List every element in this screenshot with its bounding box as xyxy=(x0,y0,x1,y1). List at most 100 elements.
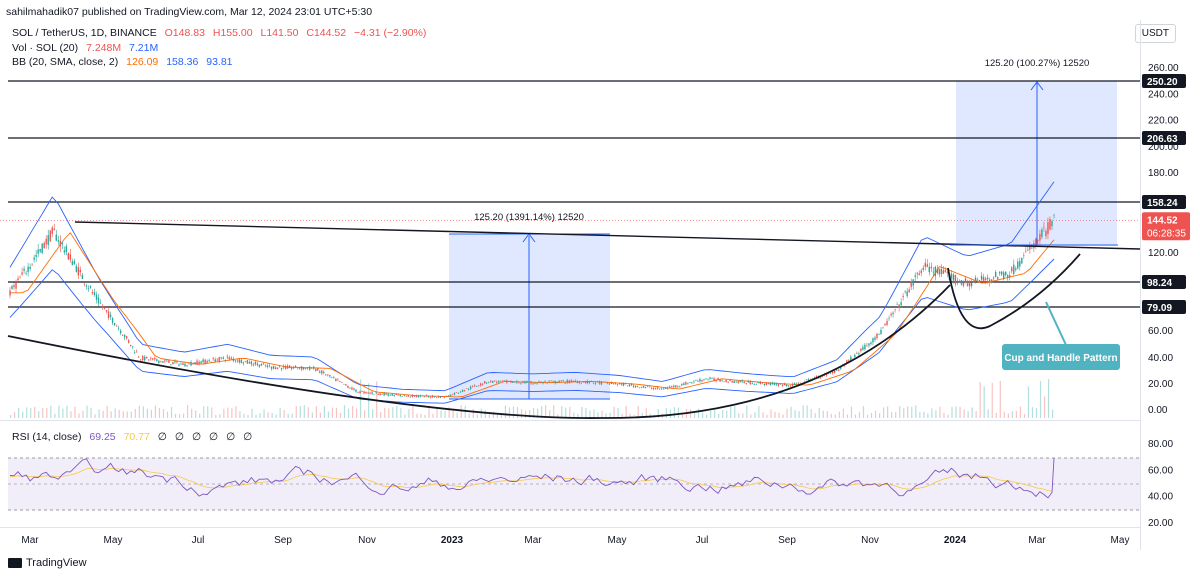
volume-bar xyxy=(488,414,490,418)
candle-body xyxy=(429,397,432,398)
price-axis-tick: 20.00 xyxy=(1148,379,1173,390)
volume-bar xyxy=(38,411,40,418)
candle-body xyxy=(580,383,582,384)
candle-body xyxy=(1017,261,1019,269)
candle-body xyxy=(381,394,383,395)
candle-body xyxy=(652,388,655,390)
candle-body xyxy=(230,357,232,359)
candle-body xyxy=(747,381,749,383)
candle-body xyxy=(673,385,675,388)
candle-body xyxy=(198,361,200,365)
volume-bar xyxy=(82,410,84,418)
volume-bar xyxy=(448,407,450,418)
ohlc-low: L141.50 xyxy=(260,27,299,39)
candle-body xyxy=(234,360,236,361)
volume-bar xyxy=(331,407,334,418)
rsi-extra-1: ∅ xyxy=(157,431,167,443)
volume-bar xyxy=(311,412,313,418)
candle-body xyxy=(860,348,862,352)
candle-body xyxy=(504,380,506,382)
candle-body xyxy=(240,359,243,364)
candle-body xyxy=(626,385,629,387)
candle-body xyxy=(1005,271,1007,276)
volume-label[interactable]: Vol · SOL (20) xyxy=(12,42,79,54)
candle-body xyxy=(622,383,625,386)
candle-body xyxy=(270,366,273,369)
candle-body xyxy=(669,386,671,388)
candle-body xyxy=(188,362,190,364)
candle-body xyxy=(689,381,691,383)
volume-bar xyxy=(428,405,430,418)
volume-bar xyxy=(227,407,229,418)
candle-body xyxy=(655,388,657,390)
volume-bar xyxy=(287,413,289,418)
volume-bar xyxy=(319,412,321,418)
candle-body xyxy=(640,386,643,388)
candle-body xyxy=(49,230,51,242)
published-line: sahilmahadik07 published on TradingView.… xyxy=(6,6,373,18)
candle-body xyxy=(986,277,989,280)
volume-bar xyxy=(927,413,929,418)
volume-bar xyxy=(492,411,494,418)
volume-bar xyxy=(907,406,909,418)
volume-bar xyxy=(343,405,346,418)
candle-body xyxy=(570,380,572,383)
candle-body xyxy=(588,382,591,384)
candle-body xyxy=(854,354,856,357)
candle-body xyxy=(347,385,349,388)
candle-body xyxy=(405,395,407,397)
candle-body xyxy=(892,312,894,315)
rsi-label[interactable]: RSI (14, close) xyxy=(12,431,82,443)
level-tag-bg xyxy=(1142,74,1186,88)
volume-bar xyxy=(380,412,382,418)
candle-body xyxy=(964,278,967,283)
volume-bar xyxy=(601,410,603,418)
volume-bar xyxy=(323,406,326,418)
candle-body xyxy=(200,361,202,364)
candle-body xyxy=(1039,234,1041,241)
candle-body xyxy=(31,263,33,265)
candle-body xyxy=(1007,274,1009,278)
volume-bar xyxy=(504,405,507,418)
candle-body xyxy=(9,290,11,296)
candle-body xyxy=(47,235,49,245)
candle-body xyxy=(1013,264,1015,274)
tradingview-logo[interactable]: TradingView xyxy=(8,557,87,569)
volume-bar xyxy=(524,410,527,418)
volume-bar xyxy=(746,405,748,418)
volume-bar xyxy=(1031,407,1034,418)
volume-bar xyxy=(935,410,937,418)
volume-bar xyxy=(138,405,140,418)
time-axis-tick: May xyxy=(608,535,627,546)
candle-body xyxy=(1037,239,1039,241)
candle-body xyxy=(377,393,379,395)
candle-body xyxy=(558,381,560,383)
candle-body xyxy=(1009,275,1011,278)
candle-body xyxy=(862,346,864,350)
volume-bar xyxy=(66,405,68,418)
candle-body xyxy=(628,384,631,387)
candle-body xyxy=(906,291,908,297)
candle-body xyxy=(35,254,37,257)
volume-bar xyxy=(734,405,736,418)
candle-body xyxy=(395,394,397,396)
volume-value: 7.248M xyxy=(86,42,122,54)
candle-body xyxy=(552,381,554,382)
volume-bar xyxy=(528,410,531,418)
volume-bar xyxy=(187,405,189,418)
candle-body xyxy=(944,270,947,273)
candle-body xyxy=(343,383,345,385)
candle-body xyxy=(960,280,963,285)
symbol-name[interactable]: SOL / TetherUS, 1D, BINANCE xyxy=(12,27,157,39)
candle-body xyxy=(524,381,526,384)
volume-bar xyxy=(191,408,193,418)
candle-body xyxy=(311,368,313,369)
volume-bar xyxy=(573,412,575,418)
candle-body xyxy=(300,366,303,370)
currency-button[interactable]: USDT xyxy=(1134,24,1176,43)
candle-body xyxy=(642,386,645,388)
volume-bar xyxy=(259,413,261,418)
candle-body xyxy=(644,387,647,388)
bb-label[interactable]: BB (20, SMA, close, 2) xyxy=(12,56,119,68)
